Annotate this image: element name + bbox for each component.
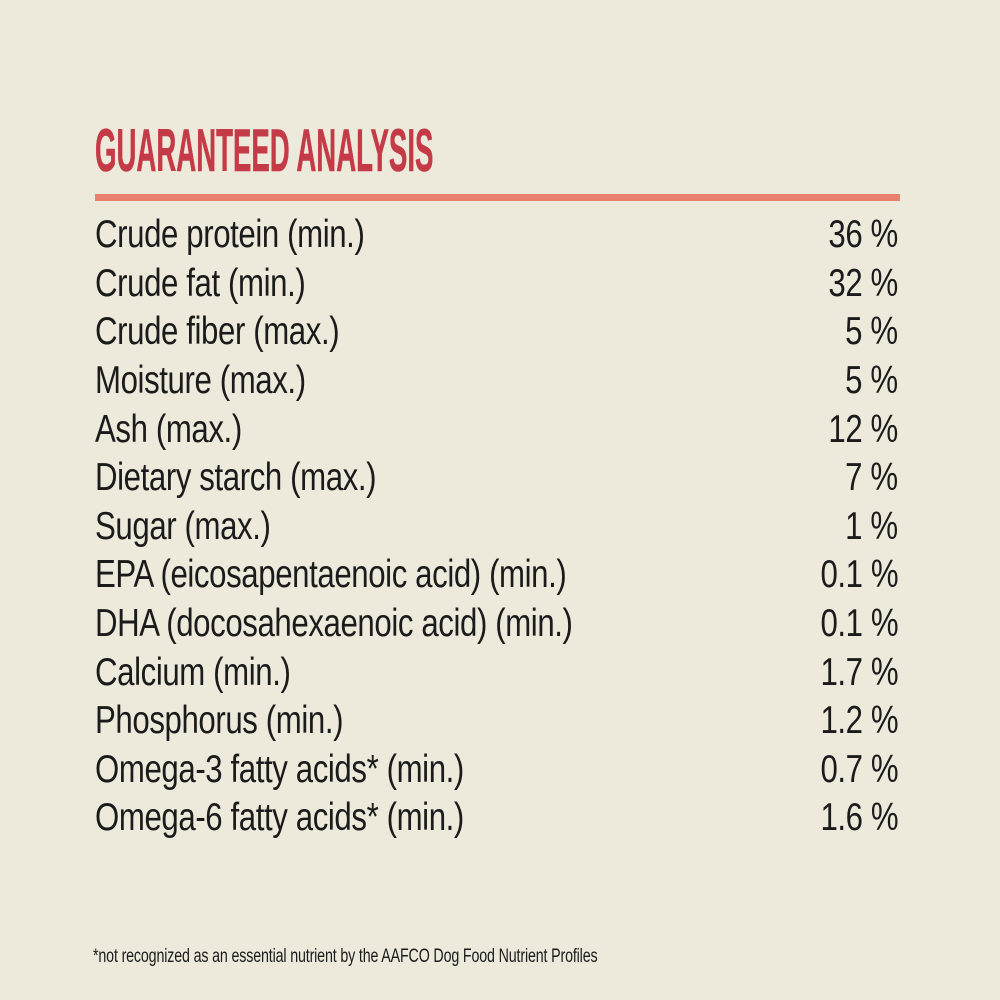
nutrient-value: 0.7 % [820, 747, 898, 791]
aafco-footnote: *not recognized as an essential nutrient… [93, 946, 598, 967]
nutrient-value: 0.1 % [820, 553, 898, 597]
nutrient-row: Crude protein (min.) 36 % [95, 211, 898, 260]
nutrient-row: EPA (eicosapentaenoic acid) (min.) 0.1 % [95, 551, 898, 600]
nutrient-label: Phosphorus (min.) [95, 699, 344, 743]
nutrient-value: 12 % [828, 407, 898, 451]
nutrient-row: Dietary starch (max.) 7 % [95, 454, 898, 503]
nutrient-value: 0.1 % [820, 602, 898, 646]
nutrient-value: 1.2 % [820, 699, 898, 743]
nutrient-label: Crude fat (min.) [95, 261, 306, 305]
nutrient-label: Crude protein (min.) [95, 213, 365, 257]
nutrient-label: Ash (max.) [95, 407, 242, 451]
nutrient-row: Crude fat (min.) 32 % [95, 260, 898, 309]
section-title: GUARANTEED ANALYSIS [95, 117, 434, 184]
nutrient-row: Moisture (max.) 5 % [95, 357, 898, 406]
nutrient-row: DHA (docosahexaenoic acid) (min.) 0.1 % [95, 600, 898, 649]
nutrient-value: 5 % [845, 359, 898, 403]
nutrient-value: 32 % [828, 261, 898, 305]
nutrient-row: Omega-3 fatty acids* (min.) 0.7 % [95, 746, 898, 795]
nutrient-value: 1 % [845, 504, 898, 548]
title-divider [95, 194, 900, 201]
nutrient-value: 5 % [845, 310, 898, 354]
nutrient-row: Ash (max.) 12 % [95, 405, 898, 454]
nutrient-row: Sugar (max.) 1 % [95, 503, 898, 552]
nutrient-value: 7 % [845, 456, 898, 500]
nutrient-row: Crude fiber (max.) 5 % [95, 308, 898, 357]
nutrient-row: Calcium (min.) 1.7 % [95, 648, 898, 697]
nutrient-label: Moisture (max.) [95, 359, 306, 403]
nutrient-value: 36 % [828, 213, 898, 257]
nutrient-label: Omega-6 fatty acids* (min.) [95, 796, 464, 840]
nutrient-label: Omega-3 fatty acids* (min.) [95, 747, 464, 791]
nutrient-row: Omega-6 fatty acids* (min.) 1.6 % [95, 794, 898, 843]
nutrient-value: 1.7 % [820, 650, 898, 694]
nutrient-row: Phosphorus (min.) 1.2 % [95, 697, 898, 746]
nutrient-label: EPA (eicosapentaenoic acid) (min.) [95, 553, 567, 597]
nutrient-value: 1.6 % [820, 796, 898, 840]
nutrient-label: DHA (docosahexaenoic acid) (min.) [95, 602, 573, 646]
nutrient-label: Crude fiber (max.) [95, 310, 340, 354]
nutrient-table: Crude protein (min.) 36 % Crude fat (min… [95, 211, 898, 843]
nutrient-label: Dietary starch (max.) [95, 456, 377, 500]
nutrient-label: Calcium (min.) [95, 650, 291, 694]
nutrient-label: Sugar (max.) [95, 504, 271, 548]
